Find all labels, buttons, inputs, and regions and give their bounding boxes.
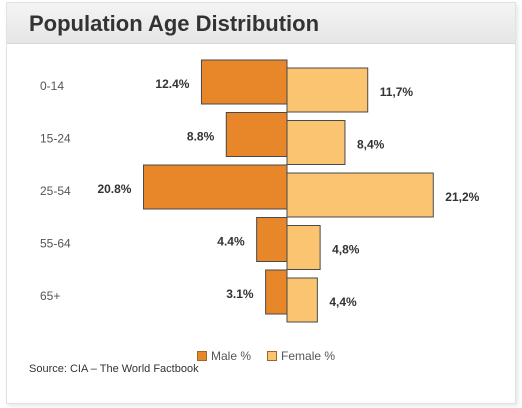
legend-item-female: Female % (267, 349, 335, 363)
female-value-label: 8,4% (357, 138, 385, 152)
female-value-labels: 11,7% 8,4% 21,2% 4,8% 4,4% (329, 85, 479, 309)
legend-swatch-male (197, 351, 207, 361)
female-value-label: 4,8% (332, 243, 360, 257)
category-label: 0-14 (40, 79, 64, 93)
male-bar (142, 164, 288, 210)
category-label: 65+ (40, 289, 60, 303)
female-bar (286, 277, 318, 323)
male-bar (200, 59, 288, 105)
chart-title: Population Age Distribution (29, 11, 320, 36)
male-value-labels: 12.4% 8.8% 20.8% 4.4% 3.1% (97, 77, 253, 301)
pyramid-chart: 0-14 15-24 25-54 55-64 65+ 12.4% 8.8% 20.8% 4.4… (40, 59, 480, 323)
female-bar (286, 172, 434, 218)
legend-label-female: Female % (281, 349, 336, 363)
male-bar (265, 269, 288, 315)
male-value-label: 3.1% (226, 287, 254, 301)
male-series (142, 59, 288, 315)
legend-swatch-female (267, 351, 278, 361)
legend: Male % Female % (197, 349, 345, 363)
male-value-label: 4.4% (217, 235, 245, 249)
legend-item-male: Male % (197, 349, 251, 363)
chart-card: Population Age Distribution 0-14 15-24 25-… (6, 2, 516, 404)
female-bar (286, 120, 346, 165)
female-bar (286, 225, 321, 270)
legend-label-male: Male % (211, 349, 252, 363)
source-note: Source: CIA – The World Factbook (29, 363, 199, 375)
category-label: 25-54 (40, 184, 71, 198)
female-series (286, 67, 434, 323)
title-band: Population Age Distribution (7, 3, 515, 44)
male-bar (256, 217, 288, 262)
male-value-label: 8.8% (187, 130, 215, 144)
category-labels: 0-14 15-24 25-54 55-64 65+ (40, 79, 71, 303)
male-value-label: 12.4% (155, 77, 189, 91)
category-label: 55-64 (40, 237, 71, 251)
female-value-label: 11,7% (380, 85, 414, 99)
female-value-label: 21,2% (445, 190, 479, 204)
category-label: 15-24 (40, 132, 71, 146)
female-bar (286, 67, 369, 113)
male-value-label: 20.8% (97, 182, 131, 196)
male-bar (225, 112, 288, 157)
female-value-label: 4,4% (329, 295, 357, 309)
